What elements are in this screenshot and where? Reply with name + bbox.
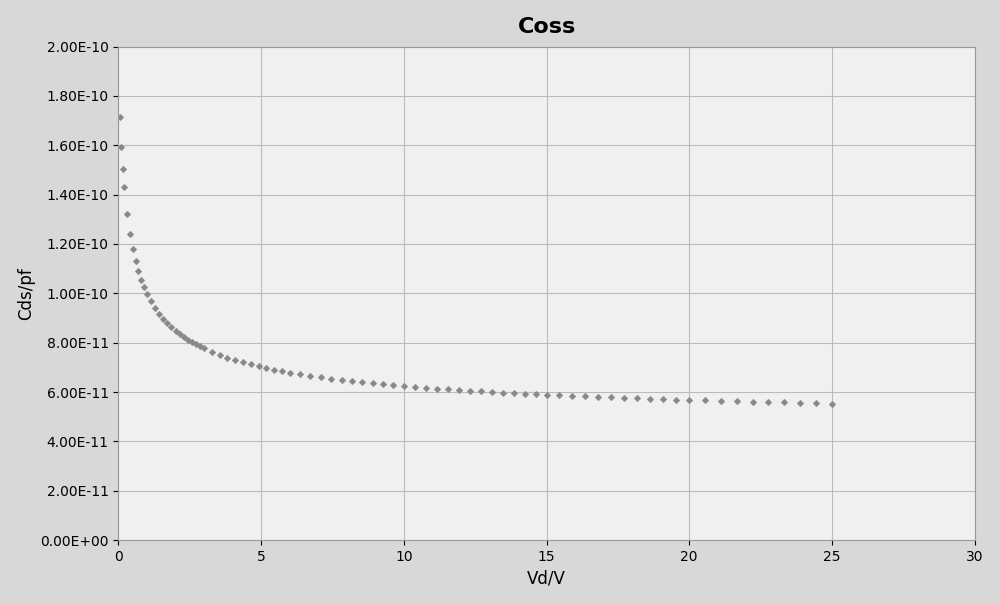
X-axis label: Vd/V: Vd/V: [527, 570, 566, 587]
Y-axis label: Cds/pf: Cds/pf: [17, 267, 35, 320]
Title: Coss: Coss: [517, 17, 576, 37]
